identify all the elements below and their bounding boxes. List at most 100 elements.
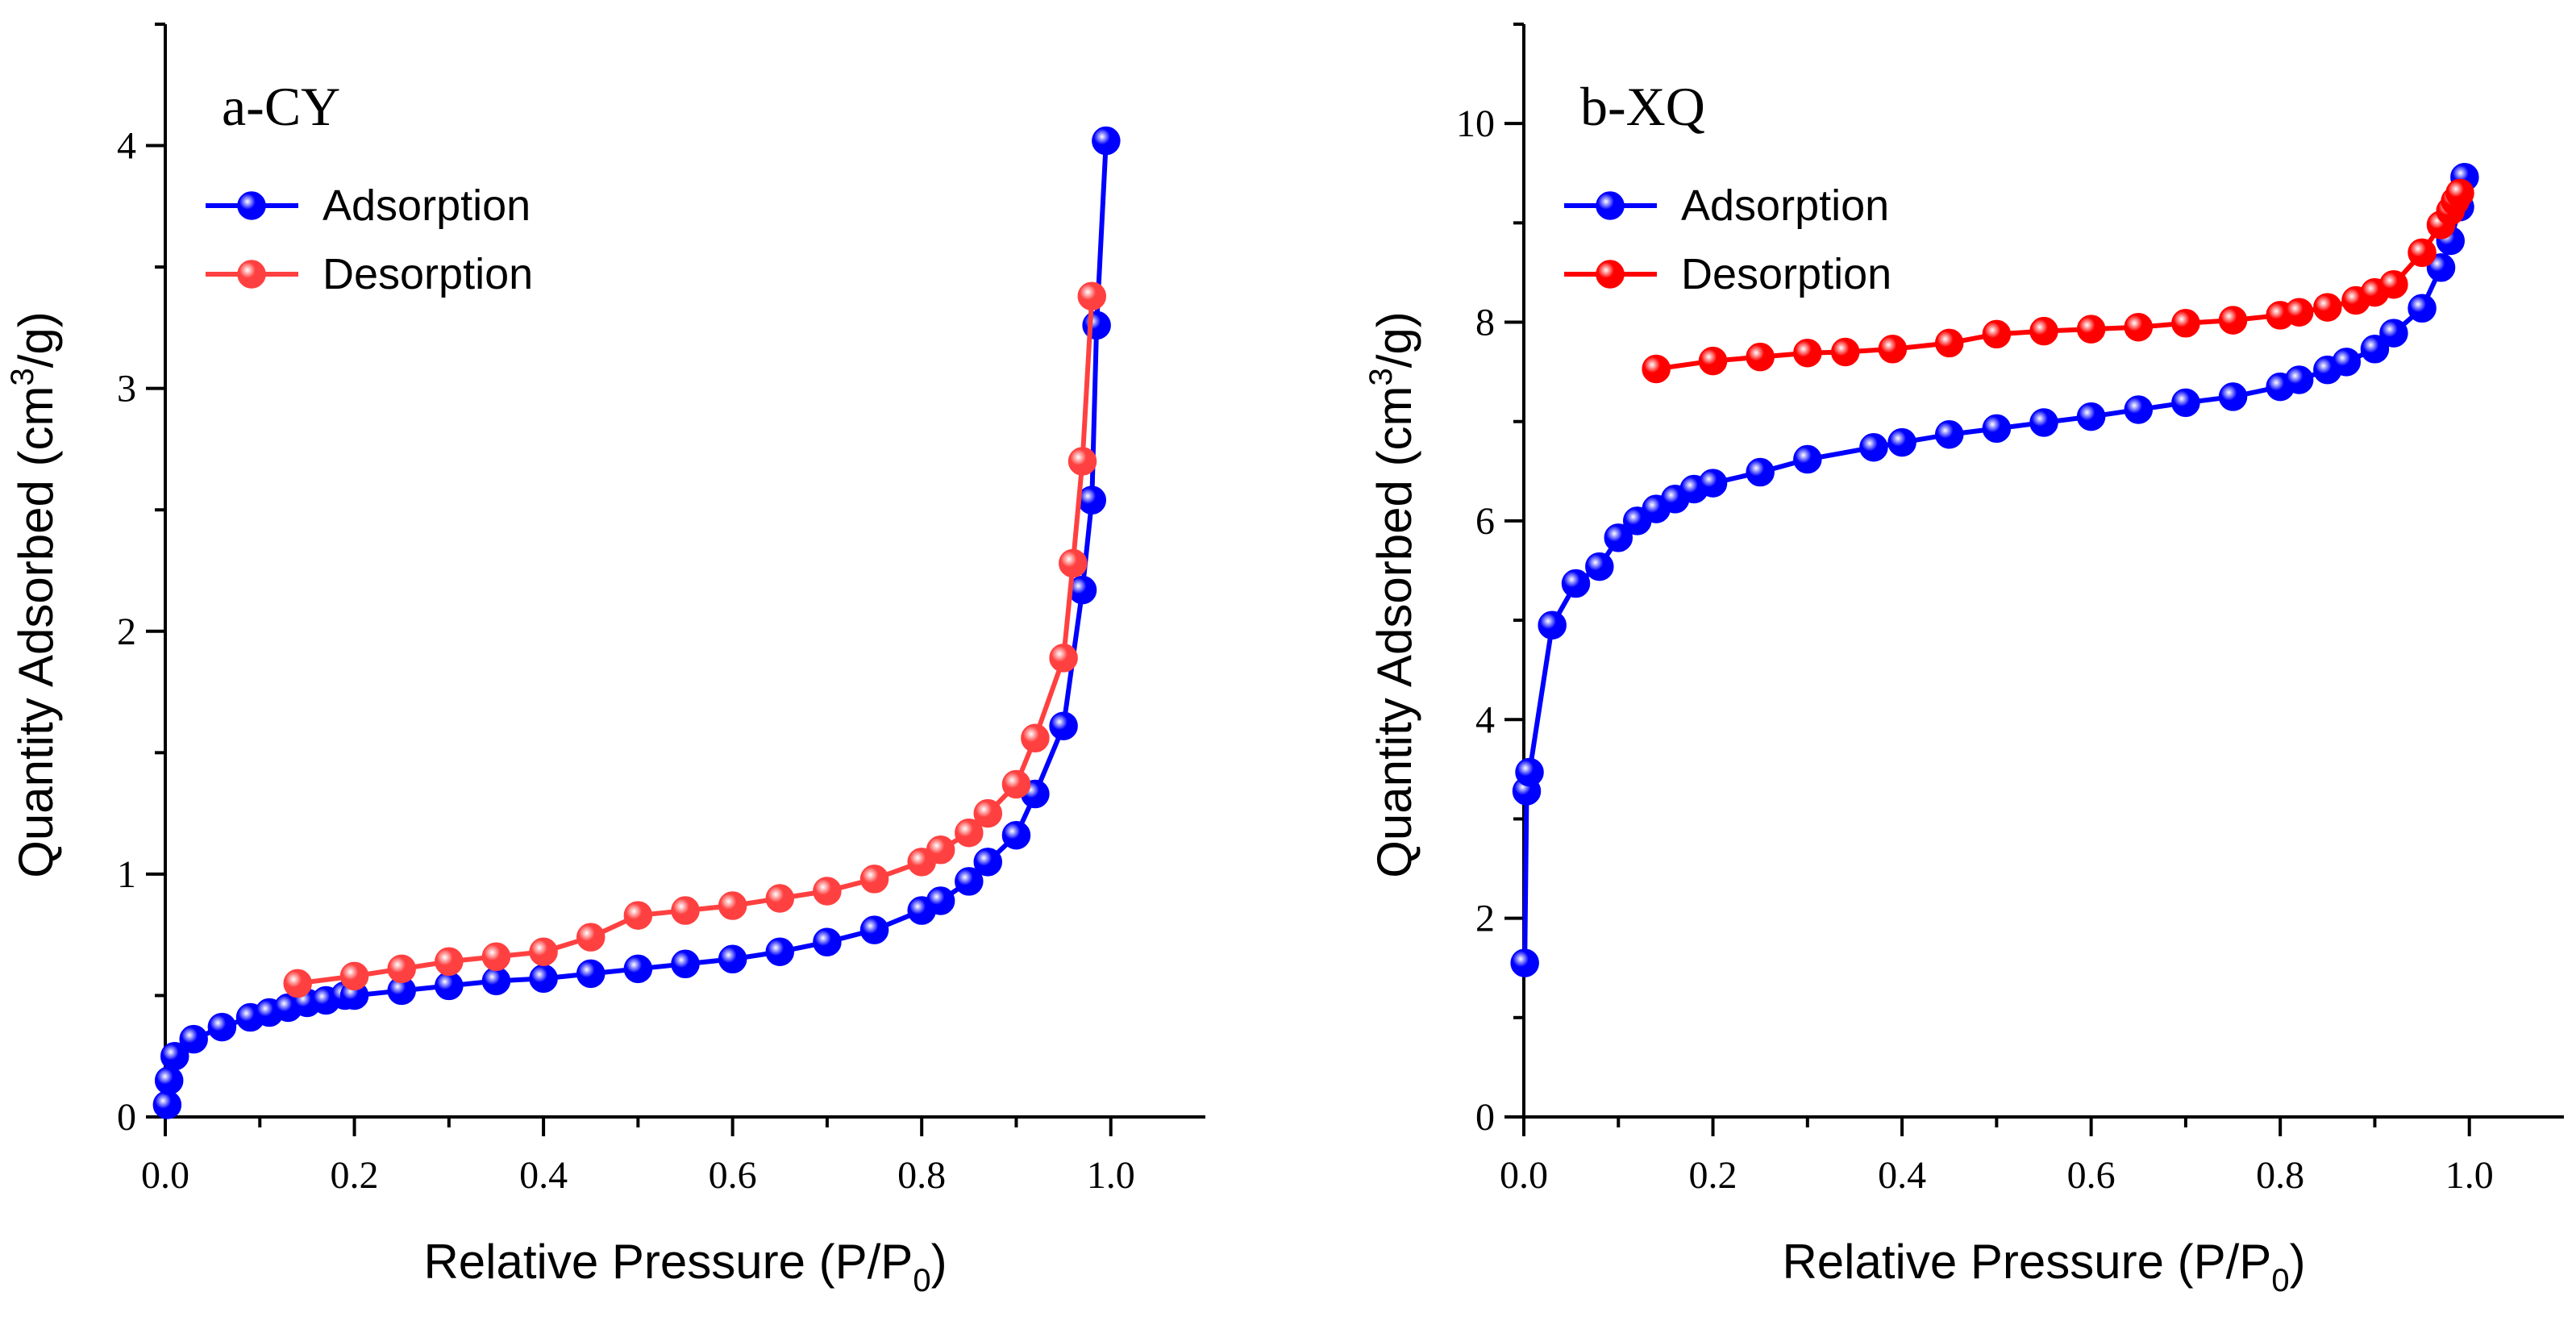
series-desorption	[283, 281, 1107, 998]
data-point	[1082, 310, 1111, 340]
data-point	[529, 964, 558, 994]
data-point	[1538, 610, 1567, 640]
data-point	[435, 971, 464, 1001]
data-point	[1077, 281, 1107, 310]
y-tick-label: 6	[1475, 500, 1495, 543]
data-point	[1585, 552, 1614, 581]
y-tick-label: 3	[117, 368, 136, 410]
legend-label: Desorption	[1681, 250, 1891, 298]
data-point	[1830, 337, 1860, 367]
data-point	[1698, 346, 1728, 376]
y-axis-title: Quantity Adsorbed (cm3/g)	[1363, 311, 1421, 878]
data-point	[207, 1012, 237, 1042]
data-point	[623, 954, 653, 984]
data-point	[1793, 444, 1822, 474]
data-point	[718, 944, 747, 974]
data-point	[1059, 548, 1088, 578]
legend-label: Adsorption	[323, 181, 531, 230]
x-tick-label: 0.8	[2256, 1154, 2304, 1197]
data-point	[1021, 723, 1050, 753]
legend-marker	[237, 260, 266, 289]
data-point	[1049, 711, 1078, 740]
y-tick-label: 2	[117, 610, 136, 653]
legend-label: Desorption	[323, 250, 533, 298]
data-point	[859, 915, 889, 944]
data-point	[2218, 382, 2248, 411]
data-point	[1887, 427, 1916, 457]
y-tick-label: 2	[1475, 898, 1495, 940]
data-point	[529, 937, 558, 966]
x-axis-title: Relative Pressure (P/P0)	[423, 1235, 947, 1298]
x-tick-label: 0.6	[2067, 1154, 2116, 1197]
data-point	[955, 867, 984, 896]
data-point	[576, 923, 606, 952]
data-point	[765, 884, 795, 913]
data-point	[623, 901, 653, 930]
x-tick-label: 1.0	[2445, 1154, 2494, 1197]
data-point	[1698, 469, 1728, 498]
data-point	[1982, 414, 2012, 444]
data-point	[154, 1066, 184, 1095]
data-point	[973, 848, 1003, 877]
data-point	[1561, 569, 1591, 598]
data-point	[955, 818, 984, 848]
panel-a: 0.0 0.2 0.4 0.6 0.8 1.0 0 1 2 3 4 Relative Pressure…	[5, 23, 1205, 1298]
panel-b: 0.0 0.2 0.4 0.6 0.8 1.0 0 2 4 6 8 10 Relative Pressu…	[1363, 23, 2564, 1298]
data-point	[926, 886, 955, 915]
x-tick-label: 0.6	[709, 1154, 757, 1197]
data-point	[973, 798, 1003, 828]
x-tick-label: 0.8	[897, 1154, 946, 1197]
data-point	[2379, 269, 2408, 299]
data-point	[1001, 820, 1031, 850]
data-point	[283, 969, 312, 998]
data-point	[1642, 354, 1671, 384]
data-point	[859, 865, 889, 894]
data-point	[1604, 523, 1633, 552]
data-point	[481, 966, 511, 996]
data-point	[926, 835, 955, 865]
y-tick-label: 4	[1475, 698, 1495, 741]
data-point	[2124, 395, 2154, 424]
x-axis-title: Relative Pressure (P/P0)	[1782, 1235, 2305, 1298]
legend-label: Adsorption	[1681, 181, 1889, 230]
legend-marker	[1596, 191, 1625, 220]
data-point	[1067, 447, 1097, 476]
data-point	[671, 896, 700, 925]
x-tick-label: 0.4	[519, 1154, 568, 1197]
data-point	[2076, 315, 2106, 344]
data-point	[2124, 312, 2154, 342]
legend-marker	[237, 191, 266, 220]
data-point	[2426, 253, 2456, 282]
data-point	[718, 891, 747, 920]
x-tick-label: 0.0	[141, 1154, 189, 1197]
x-tick-label: 0.0	[1500, 1154, 1548, 1197]
y-tick-label: 10	[1456, 102, 1495, 145]
data-point	[435, 947, 464, 977]
data-point	[1746, 457, 1775, 487]
data-point	[1510, 948, 1539, 977]
data-point	[339, 961, 369, 991]
data-point	[2029, 408, 2058, 437]
data-point	[1001, 769, 1031, 799]
data-point	[1982, 319, 2012, 349]
y-tick-label: 8	[1475, 302, 1495, 344]
data-point	[387, 954, 416, 984]
data-point	[813, 927, 842, 956]
data-point	[2284, 365, 2314, 394]
data-point	[671, 949, 700, 979]
data-point	[152, 1090, 182, 1119]
x-tick-label: 0.4	[1878, 1154, 1926, 1197]
y-tick-label: 0	[1475, 1096, 1495, 1139]
legend-entry-adsorption: Adsorption	[1564, 181, 1889, 230]
y-tick-label: 4	[117, 125, 136, 168]
data-point	[2284, 298, 2314, 327]
data-point	[2379, 319, 2408, 348]
y-tick-label: 0	[117, 1096, 136, 1139]
data-point	[2407, 294, 2437, 323]
y-axis-title: Quantity Adsorbed (cm3/g)	[5, 311, 63, 878]
data-point	[1515, 757, 1544, 787]
data-point	[576, 959, 606, 989]
data-point	[2445, 178, 2474, 208]
data-point	[2076, 402, 2106, 431]
